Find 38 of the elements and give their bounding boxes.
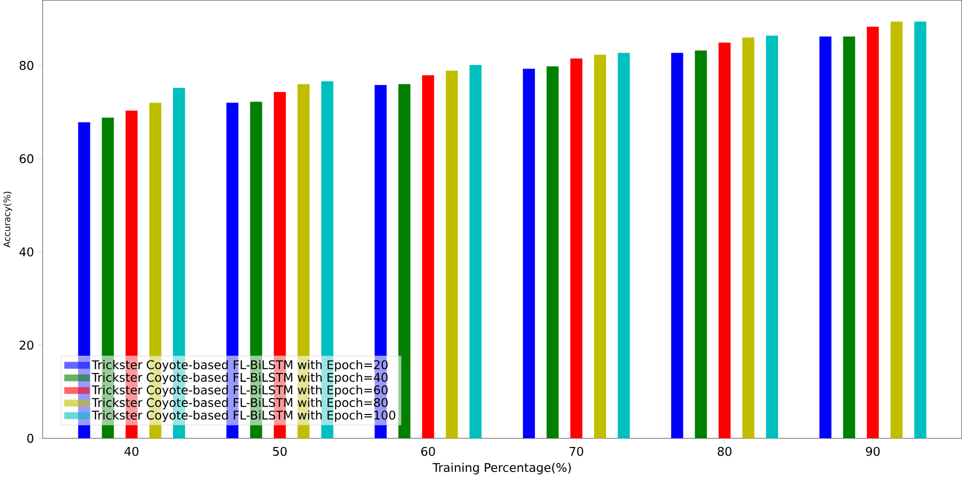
legend-label: Trickster Coyote-based FL-BiLSTM with Epoch=40 [92, 372, 388, 384]
x-axis-title: Training Percentage(%) [432, 462, 571, 474]
bar [718, 42, 731, 438]
bar [422, 75, 434, 438]
x-tick-label: 80 [718, 446, 732, 456]
y-tick-label: 20 [20, 340, 34, 350]
bar [618, 53, 630, 438]
legend-label: Trickster Coyote-based FL-BiLSTM with Epoch=20 [92, 360, 388, 372]
y-axis-title: Accuracy(%) [3, 192, 12, 248]
x-tick-label: 70 [570, 446, 584, 456]
bar [866, 26, 879, 438]
y-tick-label: 80 [20, 61, 34, 70]
x-tick-label: 40 [124, 446, 138, 456]
bar [570, 58, 582, 438]
bar [546, 66, 559, 438]
legend-label: Trickster Coyote-based FL-BiLSTM with Epoch=100 [92, 410, 396, 422]
y-tick-label: 60 [20, 154, 34, 164]
bar [671, 53, 684, 438]
bar [914, 22, 926, 438]
legend-label: Trickster Coyote-based FL-BiLSTM with Epoch=60 [92, 385, 388, 397]
x-tick-label: 90 [866, 446, 880, 456]
bar [78, 122, 90, 438]
bar [890, 22, 903, 438]
y-tick-label: 40 [19, 248, 34, 257]
bar [398, 84, 410, 438]
bar [843, 36, 856, 438]
bar [470, 65, 482, 438]
bar [742, 38, 754, 438]
legend-label: Trickster Coyote-based FL-BiLSTM with Epoch=80 [92, 398, 388, 410]
x-tick-label: 60 [421, 446, 435, 456]
bar [694, 50, 707, 438]
bar [446, 70, 458, 438]
x-tick-label: 50 [273, 446, 287, 456]
bar [594, 54, 606, 438]
y-tick-label: 0 [27, 434, 34, 444]
bar [522, 68, 535, 438]
bar [766, 36, 778, 438]
bar [819, 36, 832, 438]
